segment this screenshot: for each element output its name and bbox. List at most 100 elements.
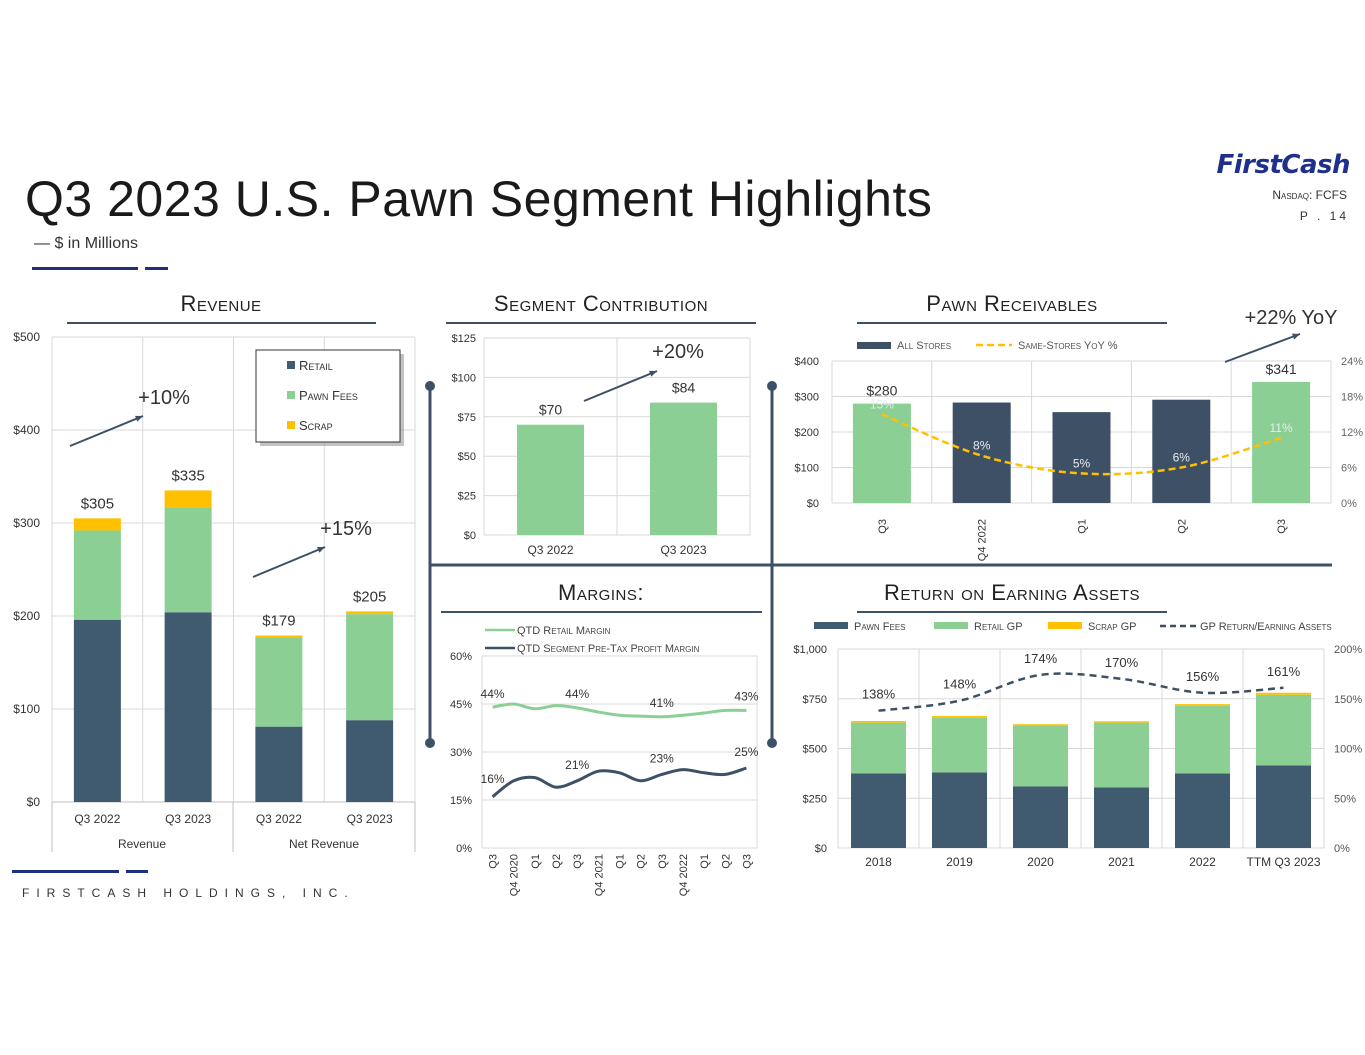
roea-xtick: 2022 xyxy=(1189,855,1216,869)
receivables-ytick: $300 xyxy=(795,392,819,404)
margins-retail-label: 44% xyxy=(481,687,505,701)
receivables-xtick: Q3 xyxy=(877,519,889,534)
segment-ytick: $0 xyxy=(464,530,476,542)
margins-profit-label: 16% xyxy=(481,772,505,786)
revenue-legend-swatch xyxy=(287,421,295,429)
title-underline-short xyxy=(145,267,168,270)
roea-bar-retail-gp xyxy=(851,722,906,774)
margins-xtick: Q3 xyxy=(572,854,584,869)
footer-underline xyxy=(12,870,119,873)
receivables-pct-label: 11% xyxy=(1270,421,1293,435)
net-revenue-growth-label: +15% xyxy=(320,518,372,540)
roea-xtick: 2019 xyxy=(946,855,973,869)
roea-bar-retail-gp xyxy=(1013,725,1068,787)
revenue-total-label: $305 xyxy=(81,495,114,512)
ticker-label: Nasdaq: FCFS xyxy=(1272,188,1347,202)
revenue-growth-label: +10% xyxy=(138,387,190,409)
revenue-legend-label: Scrap xyxy=(299,418,333,433)
divider-dot-0 xyxy=(425,381,435,391)
receivables-ytick: $200 xyxy=(795,427,819,439)
margins-title: Margins: xyxy=(558,580,644,605)
margins-ytick: 0% xyxy=(456,843,472,855)
receivables-growth-label: +22% YoY xyxy=(1245,307,1338,329)
revenue-ytick: $0 xyxy=(27,795,41,809)
receivables-bar xyxy=(952,402,1011,503)
revenue-bar-scrap xyxy=(255,635,303,638)
revenue-ytick: $200 xyxy=(13,609,40,623)
revenue-ytick: $100 xyxy=(13,702,40,716)
margins-legend-label: QTD Retail Margin xyxy=(517,625,611,637)
receivables-pct-label: 15% xyxy=(870,397,894,411)
revenue-legend-label: Retail xyxy=(299,358,333,373)
receivables-bar xyxy=(1152,399,1211,503)
roea-ytick: $500 xyxy=(803,744,827,756)
roea-xtick: TTM Q3 2023 xyxy=(1246,855,1320,869)
revenue-bar-pawn-fees xyxy=(73,530,121,620)
roea-y2tick: 50% xyxy=(1334,793,1356,805)
revenue-title: Revenue xyxy=(180,291,261,316)
roea-bar-retail-gp xyxy=(932,717,987,773)
segment-growth-arrow xyxy=(583,370,658,402)
roea-bar-scrap-gp xyxy=(1256,692,1311,695)
revenue-ytick: $300 xyxy=(13,516,40,530)
segment-ytick: $25 xyxy=(458,491,476,503)
segment-value-label: $70 xyxy=(539,402,563,418)
roea-bar-pawn-fees xyxy=(1256,765,1311,848)
segment-growth-arrow-head xyxy=(649,370,657,377)
roea-legend-label: Retail GP xyxy=(974,621,1023,633)
margins-xtick: Q1 xyxy=(615,854,627,869)
revenue-legend xyxy=(255,349,401,443)
revenue-bar-scrap xyxy=(73,518,121,531)
revenue-bar-pawn-fees xyxy=(346,614,394,721)
revenue-bar-retail xyxy=(346,720,394,802)
revenue-bar-retail xyxy=(255,726,303,802)
segment-ytick: $50 xyxy=(458,451,476,463)
roea-bar-retail-gp xyxy=(1094,722,1149,788)
segment-ytick: $100 xyxy=(452,372,476,384)
margins-xtick: Q1 xyxy=(699,854,711,869)
margins-retail-label: 41% xyxy=(650,696,674,710)
margins-xtick: Q4 2020 xyxy=(509,854,521,896)
receivables-y2tick: 12% xyxy=(1341,427,1363,439)
roea-bar-retail-gp xyxy=(1175,705,1230,774)
revenue-xtick: Q3 2023 xyxy=(347,812,393,826)
roea-pct-label: 174% xyxy=(1024,651,1058,666)
segment-bar xyxy=(650,402,717,535)
receivables-title: Pawn Receivables xyxy=(926,291,1097,316)
roea-bar-pawn-fees xyxy=(1175,773,1230,848)
margins-profit-label: 21% xyxy=(565,758,589,772)
roea-xtick: 2018 xyxy=(865,855,892,869)
margins-xtick: Q3 xyxy=(488,854,500,869)
revenue-ytick: $400 xyxy=(13,423,40,437)
margins-retail-line xyxy=(492,702,747,719)
receivables-ytick: $400 xyxy=(795,356,819,368)
roea-bar-scrap-gp xyxy=(932,716,987,718)
receivables-legend-swatch xyxy=(857,342,891,349)
margins-xtick: Q4 2022 xyxy=(678,854,690,896)
revenue-bar-pawn-fees xyxy=(164,507,212,613)
roea-y2tick: 150% xyxy=(1334,694,1362,706)
roea-ytick: $1,000 xyxy=(793,644,827,656)
divider-dot-1 xyxy=(425,738,435,748)
revenue-growth-arrow-head xyxy=(135,415,143,422)
margins-ytick: 60% xyxy=(450,651,472,663)
margins-retail-label: 44% xyxy=(565,687,589,701)
margins-retail-label: 43% xyxy=(734,689,758,703)
roea-legend-label: Pawn Fees xyxy=(854,621,906,633)
roea-bar-retail-gp xyxy=(1256,694,1311,766)
net-revenue-growth-arrow xyxy=(252,546,326,578)
margins-xtick: Q1 xyxy=(530,854,542,869)
margins-ytick: 45% xyxy=(450,699,472,711)
roea-ytick: $0 xyxy=(815,843,827,855)
receivables-pct-label: 6% xyxy=(1173,451,1191,465)
receivables-pct-label: 5% xyxy=(1073,456,1091,470)
roea-title: Return on Earning Assets xyxy=(884,580,1140,605)
margins-xtick: Q2 xyxy=(551,854,563,869)
receivables-legend-label: Same-Stores YoY % xyxy=(1018,340,1118,352)
revenue-xtick: Q3 2023 xyxy=(165,812,211,826)
segment-ytick: $125 xyxy=(452,333,476,345)
margins-xtick: Q4 2021 xyxy=(593,854,605,896)
roea-pct-label: 156% xyxy=(1186,669,1220,684)
revenue-legend-swatch xyxy=(287,361,295,369)
